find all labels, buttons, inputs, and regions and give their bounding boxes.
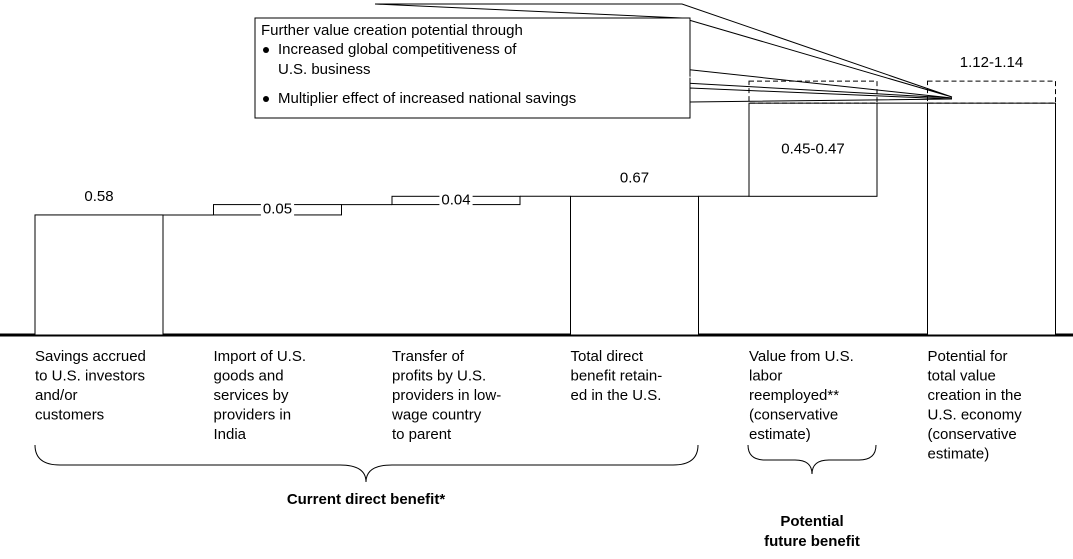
x-tick-label: providers in [214, 406, 292, 423]
label-bg [260, 203, 295, 216]
group-label: Current direct benefit* [287, 491, 446, 508]
x-tick-label: to U.S. investors [35, 367, 145, 384]
group-label: future benefit [764, 533, 860, 550]
x-tick-label: providers in low- [392, 387, 501, 404]
value-label: 0.58 [84, 188, 113, 205]
x-tick-label: (conservative [928, 426, 1017, 443]
callout: Further value creation potential through… [254, 3, 953, 119]
x-tick-label: U.S. economy [928, 406, 1023, 423]
callout-title: Further value creation potential through [261, 22, 523, 39]
x-tick-label: Total direct [571, 348, 644, 365]
x-tick-label: estimate) [928, 445, 990, 462]
callout-bullet: Increased global competitiveness of [278, 41, 517, 58]
callout-pointer [374, 3, 953, 98]
x-tick-label: customers [35, 406, 104, 423]
group-label: Potential [780, 513, 843, 530]
value-label: 0.05 [263, 201, 292, 218]
x-tick-label: India [214, 426, 247, 443]
bar [570, 195, 699, 336]
callout-bullet: Multiplier effect of increased national … [278, 90, 576, 107]
x-tick-label: wage country [391, 406, 482, 423]
bar [748, 102, 878, 197]
x-tick-label: benefit retain- [571, 367, 663, 384]
value-label: 0.67 [620, 169, 649, 186]
x-tick-label: reemployed** [749, 387, 839, 404]
x-tick-label: labor [749, 367, 782, 384]
x-tick-label: creation in the [928, 387, 1022, 404]
label-bg [439, 195, 473, 206]
x-tick-label: ed in the U.S. [571, 387, 662, 404]
x-tick-label: Import of U.S. [214, 348, 307, 365]
value-label: 1.12-1.14 [960, 54, 1023, 71]
x-tick-label: Transfer of [392, 348, 465, 365]
brace [34, 444, 699, 483]
value-label: 0.45-0.47 [781, 141, 844, 158]
x-tick-label: (conservative [749, 406, 838, 423]
value-label: 0.04 [441, 191, 470, 208]
bullet [263, 96, 269, 102]
brace [747, 444, 877, 475]
x-tick-label: profits by U.S. [392, 367, 486, 384]
x-tick-label: and/or [35, 387, 78, 404]
x-tick-label: goods and [214, 367, 284, 384]
bar [927, 102, 1056, 336]
callout-bullet: U.S. business [278, 61, 371, 78]
x-tick-label: to parent [392, 426, 452, 443]
callout-pointer-fill [486, 50, 700, 78]
bar [34, 214, 164, 336]
bullet [263, 47, 269, 53]
range-box [748, 80, 878, 104]
x-tick-label: Potential for [928, 348, 1008, 365]
range-box [927, 80, 1056, 104]
x-tick-label: services by [214, 387, 290, 404]
x-tick-label: total value [928, 367, 996, 384]
x-tick-label: Savings accrued [35, 348, 146, 365]
x-tick-label: estimate) [749, 426, 811, 443]
x-tick-label: Value from U.S. [749, 348, 854, 365]
